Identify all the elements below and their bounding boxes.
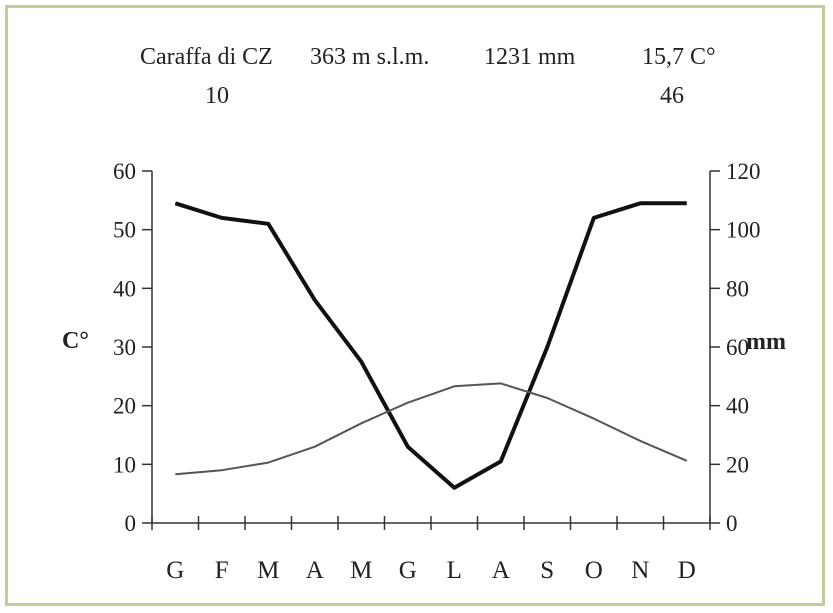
- x-category-label: O: [585, 557, 603, 584]
- x-category-label: A: [306, 557, 324, 584]
- right-tick-label: 100: [726, 218, 761, 243]
- right-tick-label: 120: [726, 159, 761, 184]
- x-category-label: D: [678, 557, 696, 584]
- x-category-label: L: [447, 557, 462, 584]
- title-precip-total: 1231 mm: [484, 44, 576, 70]
- title-temp-mean: 15,7 C°: [642, 44, 716, 70]
- left-tick-label: 20: [113, 394, 136, 419]
- x-category-label: M: [350, 557, 372, 584]
- left-tick-label: 0: [125, 511, 137, 536]
- left-tick-label: 60: [113, 159, 136, 184]
- left-tick-label: 30: [113, 335, 136, 360]
- left-tick-label: 10: [113, 452, 136, 477]
- left-tick-label: 50: [113, 218, 136, 243]
- x-category-label: S: [540, 557, 554, 584]
- right-axis-label: mm: [746, 329, 786, 355]
- x-category-label: M: [257, 557, 279, 584]
- chart-frame: Caraffa di CZ 363 m s.l.m. 1231 mm 15,7 …: [5, 5, 825, 606]
- right-tick-label: 40: [726, 394, 749, 419]
- right-tick-label: 20: [726, 452, 749, 477]
- right-tick-label: 0: [726, 511, 738, 536]
- x-category-label: A: [492, 557, 510, 584]
- title-sub-right: 46: [660, 83, 684, 109]
- title-station: Caraffa di CZ: [140, 44, 273, 70]
- x-category-label: G: [399, 557, 417, 584]
- left-axis-label: C°: [62, 328, 89, 354]
- title-altitude: 363 m s.l.m.: [310, 44, 429, 70]
- title-sub-left: 10: [205, 83, 229, 109]
- x-category-label: F: [215, 557, 229, 584]
- right-tick-label: 60: [726, 335, 749, 360]
- climate-diagram: Caraffa di CZ 363 m s.l.m. 1231 mm 15,7 …: [62, 44, 786, 584]
- precipitation-series-line: [174, 201, 687, 490]
- x-category-label: G: [166, 557, 184, 584]
- temperature-series-line: [175, 382, 688, 476]
- left-tick-label: 40: [113, 276, 136, 301]
- x-category-label: N: [631, 557, 649, 584]
- right-tick-label: 80: [726, 276, 749, 301]
